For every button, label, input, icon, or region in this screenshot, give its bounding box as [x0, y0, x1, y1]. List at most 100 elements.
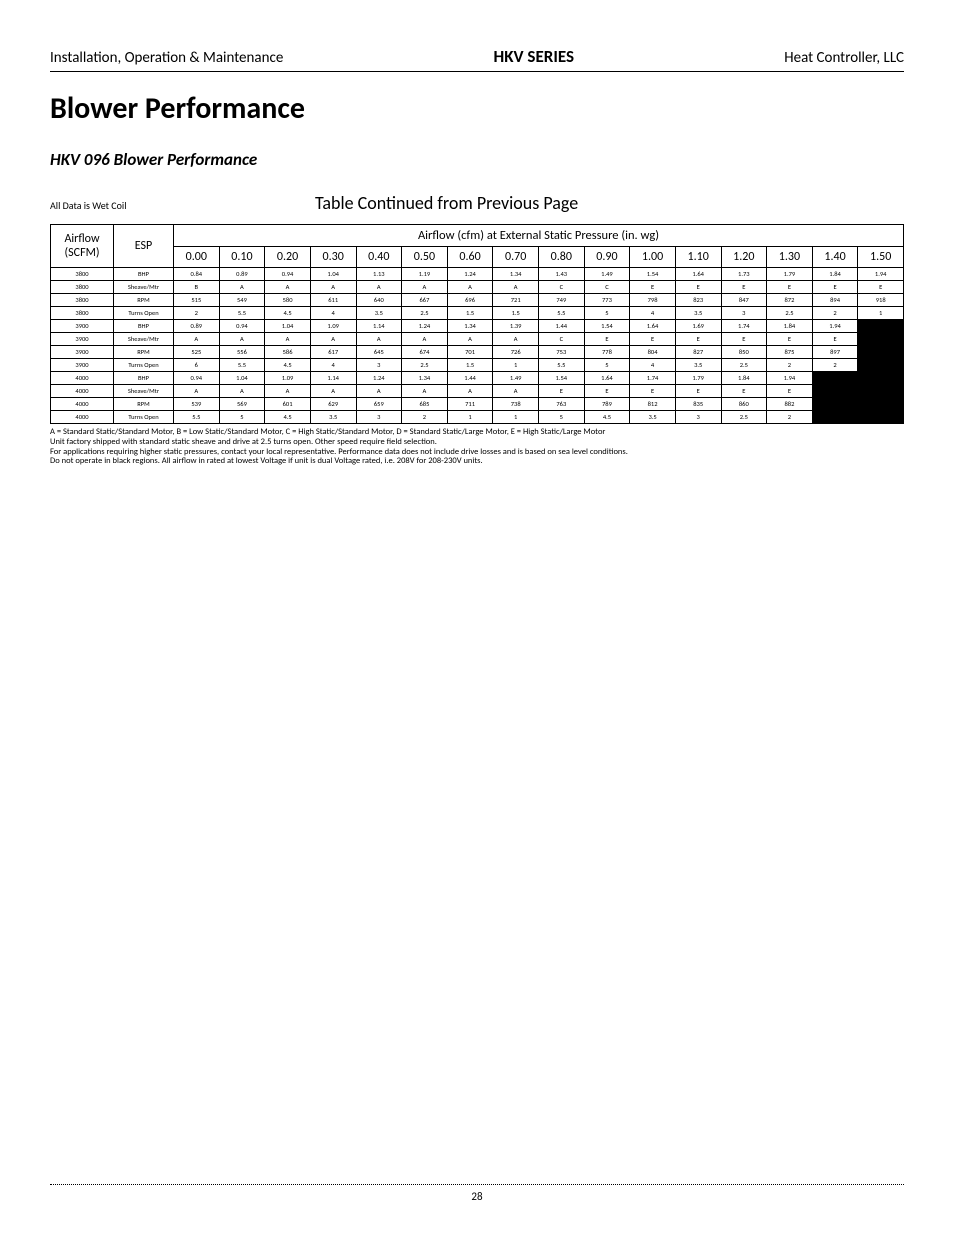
- cell-value: 1.34: [447, 320, 493, 333]
- cell-value: 3: [356, 411, 402, 424]
- cell-value: 5: [584, 307, 630, 320]
- cell-value: 0.84: [174, 268, 220, 281]
- cell-value: 872: [767, 294, 813, 307]
- cell-value: 4.5: [265, 359, 311, 372]
- cell-scfm: 3800: [51, 268, 114, 281]
- cell-scfm: 3900: [51, 333, 114, 346]
- cell-value: 0.89: [219, 268, 265, 281]
- cell-value: 1.84: [812, 268, 858, 281]
- pressure-col-header: 1.40: [812, 247, 858, 268]
- cell-value: 778: [584, 346, 630, 359]
- cell-value: C: [539, 281, 585, 294]
- pressure-col-header: 1.10: [675, 247, 721, 268]
- cell-value: 823: [675, 294, 721, 307]
- cell-value: 1.64: [584, 372, 630, 385]
- cell-value: [858, 359, 904, 372]
- cell-value: 4.5: [265, 411, 311, 424]
- cell-value: 5.5: [219, 307, 265, 320]
- cell-value: 1.04: [219, 372, 265, 385]
- cell-esp: Turns Open: [114, 359, 174, 372]
- cell-value: 1: [447, 411, 493, 424]
- pressure-col-header: 1.20: [721, 247, 767, 268]
- cell-value: 3: [356, 359, 402, 372]
- cell-esp: Turns Open: [114, 411, 174, 424]
- table-row: 4000RPM539569601629659685711738763789812…: [51, 398, 904, 411]
- cell-scfm: 4000: [51, 372, 114, 385]
- cell-value: 1.19: [402, 268, 448, 281]
- cell-value: E: [584, 333, 630, 346]
- cell-value: 667: [402, 294, 448, 307]
- cell-value: [858, 320, 904, 333]
- cell-value: A: [402, 281, 448, 294]
- cell-value: 738: [493, 398, 539, 411]
- table-row: 3900BHP0.890.941.041.091.141.241.341.391…: [51, 320, 904, 333]
- cell-value: 1.34: [402, 372, 448, 385]
- cell-value: 894: [812, 294, 858, 307]
- table-row: 4000BHP0.941.041.091.141.241.341.441.491…: [51, 372, 904, 385]
- cell-value: E: [767, 385, 813, 398]
- cell-esp: BHP: [114, 268, 174, 281]
- cell-value: 5: [539, 411, 585, 424]
- cell-value: 1.24: [402, 320, 448, 333]
- cell-value: E: [675, 281, 721, 294]
- cell-value: 4: [630, 307, 676, 320]
- cell-value: 696: [447, 294, 493, 307]
- cell-value: 1.79: [675, 372, 721, 385]
- cell-value: 2.5: [402, 307, 448, 320]
- cell-scfm: 3800: [51, 294, 114, 307]
- cell-value: 1.54: [584, 320, 630, 333]
- cell-value: E: [584, 385, 630, 398]
- cell-value: 763: [539, 398, 585, 411]
- table-row: 3800RPM515549580611640667696721749773798…: [51, 294, 904, 307]
- cell-esp: BHP: [114, 320, 174, 333]
- cell-value: E: [721, 281, 767, 294]
- table-row: 3800Turns Open25.54.543.52.51.51.55.5543…: [51, 307, 904, 320]
- cell-value: A: [356, 333, 402, 346]
- cell-value: A: [174, 385, 220, 398]
- cell-value: 640: [356, 294, 402, 307]
- cell-value: 2.5: [721, 359, 767, 372]
- col-header-airflow-l1: Airflow: [64, 232, 99, 246]
- cell-value: 812: [630, 398, 676, 411]
- cell-esp: RPM: [114, 346, 174, 359]
- table-row: 3900Turns Open65.54.5432.51.515.5543.52.…: [51, 359, 904, 372]
- table-row: 3800BHP0.840.890.941.041.131.191.241.341…: [51, 268, 904, 281]
- cell-value: 601: [265, 398, 311, 411]
- cell-scfm: 3900: [51, 346, 114, 359]
- page-header: Installation, Operation & Maintenance HK…: [50, 46, 904, 72]
- cell-value: E: [675, 333, 721, 346]
- cell-value: A: [447, 333, 493, 346]
- cell-esp: Turns Open: [114, 307, 174, 320]
- pressure-col-header: 0.00: [174, 247, 220, 268]
- cell-value: 645: [356, 346, 402, 359]
- table-row: 3900RPM525556586617645674701726753778804…: [51, 346, 904, 359]
- cell-value: A: [265, 385, 311, 398]
- cell-value: 539: [174, 398, 220, 411]
- pressure-col-header: 0.70: [493, 247, 539, 268]
- cell-scfm: 3800: [51, 281, 114, 294]
- cell-value: 2.5: [402, 359, 448, 372]
- cell-value: 1.39: [493, 320, 539, 333]
- cell-value: 1.73: [721, 268, 767, 281]
- cell-value: 0.94: [265, 268, 311, 281]
- cell-value: 850: [721, 346, 767, 359]
- pressure-col-header: 0.10: [219, 247, 265, 268]
- cell-value: 711: [447, 398, 493, 411]
- cell-value: A: [493, 281, 539, 294]
- cell-value: A: [310, 281, 356, 294]
- cell-value: 549: [219, 294, 265, 307]
- cell-value: 1.5: [447, 359, 493, 372]
- cell-value: E: [539, 385, 585, 398]
- cell-value: E: [675, 385, 721, 398]
- cell-value: 4: [310, 359, 356, 372]
- cell-value: 3: [675, 411, 721, 424]
- cell-value: 1.49: [584, 268, 630, 281]
- cell-value: A: [493, 333, 539, 346]
- page-title: Blower Performance: [50, 90, 904, 127]
- cell-value: E: [767, 281, 813, 294]
- performance-table-wrap: Airflow (SCFM) ESP Airflow (cfm) at Exte…: [50, 224, 904, 424]
- cell-value: 789: [584, 398, 630, 411]
- cell-value: 611: [310, 294, 356, 307]
- cell-value: A: [219, 281, 265, 294]
- cell-value: B: [174, 281, 220, 294]
